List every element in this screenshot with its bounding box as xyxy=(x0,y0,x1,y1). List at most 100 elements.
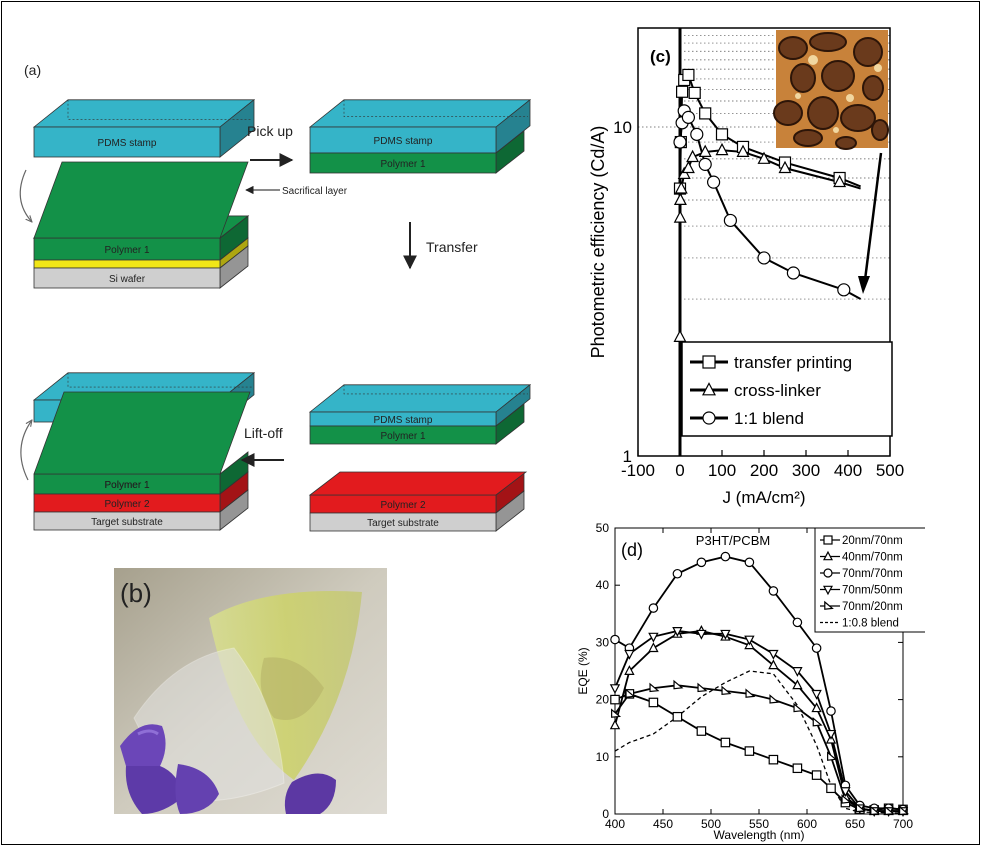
d-point-4 xyxy=(793,702,804,713)
d-point-4 xyxy=(611,708,622,718)
d-y-axis-label: EQE (%) xyxy=(576,647,590,694)
curved-arrow-down xyxy=(19,169,32,222)
c-y-axis-label: Photometric efficiency (Cd/A) xyxy=(588,126,608,359)
d-point-4 xyxy=(827,751,838,761)
polymer1-a3: Polymer 1 xyxy=(309,403,525,445)
d-x-axis-label: Wavelength (nm) xyxy=(714,828,805,842)
d-point-1 xyxy=(624,665,635,675)
d-point-1 xyxy=(609,719,621,730)
c-panel-label: (c) xyxy=(650,47,671,66)
d-point-4 xyxy=(884,805,895,816)
c-point-2 xyxy=(786,266,800,280)
d-series-line-1 xyxy=(614,630,903,813)
d-point-0 xyxy=(811,770,822,780)
stamp-a2: PDMS stamp xyxy=(308,98,532,154)
d-point-3 xyxy=(811,689,822,700)
panel-a-schematic: (a) PDMS stamp Polymer 1 Si wafer PDMS stam… xyxy=(19,62,532,532)
d-point-2 xyxy=(696,557,707,568)
c-point-1 xyxy=(778,160,792,174)
d-point-4 xyxy=(841,794,852,804)
d-point-0 xyxy=(826,783,836,794)
c-x-tick-label: 400 xyxy=(834,461,862,480)
curved-arrow-up xyxy=(20,420,32,481)
chart-d: 400 450 500 550 600 650 700 0 10 20 30 40 50 (d) P3HT/… xyxy=(576,521,925,842)
polymer1-top-a4 xyxy=(33,391,251,475)
d-point-1 xyxy=(792,679,803,690)
d-point-4 xyxy=(769,694,780,704)
d-y-tick-label: 20 xyxy=(596,693,610,707)
c-point-1 xyxy=(833,174,847,188)
d-legend-label-1: 40nm/70nm xyxy=(842,552,903,564)
c-point-2 xyxy=(673,135,687,149)
d-series-line-2 xyxy=(614,555,904,811)
d-point-0 xyxy=(744,746,755,756)
polymer2-a4: Polymer 2 xyxy=(33,471,249,513)
d-x-tick-label: 700 xyxy=(893,817,913,831)
lift-off-label: Lift-off xyxy=(244,425,283,441)
d-legend: 20nm/70nm 40nm/70nm 70nm/70nm 70nm/50nm 70nm… xyxy=(814,527,925,633)
d-point-4 xyxy=(745,688,756,698)
c-point-2 xyxy=(723,213,737,228)
d-point-3 xyxy=(609,684,621,695)
d-y-tick-label: 40 xyxy=(596,578,610,592)
polymer2-a4-label: Polymer 2 xyxy=(104,499,149,510)
c-point-1 xyxy=(673,329,687,343)
c-x-tick-label: 300 xyxy=(792,461,820,480)
panel-b-label: (b) xyxy=(120,578,152,608)
c-point-1 xyxy=(736,144,750,157)
d-x-tick-label: 500 xyxy=(701,817,721,831)
chart-c: (c) transfer printing cross-linker 1:1 blen… xyxy=(588,27,904,507)
d-point-2 xyxy=(792,617,803,628)
panel-b-photo: (b) xyxy=(114,568,387,814)
d-point-4 xyxy=(673,679,684,690)
d-point-0 xyxy=(696,726,707,736)
c-point-1 xyxy=(673,210,687,223)
d-point-3 xyxy=(672,626,683,637)
d-point-3 xyxy=(624,649,635,660)
c-x-axis-label: J (mA/cm²) xyxy=(722,488,805,507)
d-point-1 xyxy=(648,642,659,653)
c-legend-marker-1 xyxy=(702,382,716,396)
c-point-1 xyxy=(686,149,700,163)
c-point-2 xyxy=(698,157,712,171)
d-point-1 xyxy=(811,702,822,713)
d-series-line-0 xyxy=(614,692,904,811)
d-legend-marker-3 xyxy=(823,585,833,596)
si-wafer-a1: Si wafer xyxy=(33,245,249,289)
d-x-tick-label: 650 xyxy=(845,817,865,831)
c-legend-label-1: cross-linker xyxy=(734,381,821,400)
c-x-tick-label: -100 xyxy=(621,461,655,480)
polymer1-a3-label: Polymer 1 xyxy=(380,431,425,442)
c-point-0 xyxy=(688,86,701,99)
d-point-3 xyxy=(744,635,755,646)
c-point-1 xyxy=(681,160,695,174)
d-point-2 xyxy=(672,568,683,579)
d-point-3 xyxy=(648,632,659,643)
d-point-2 xyxy=(768,586,779,596)
d-point-3 xyxy=(840,787,851,798)
d-legend-marker-4 xyxy=(824,600,834,610)
polymer1-a2: Polymer 1 xyxy=(309,130,525,174)
target-a4: Target substrate xyxy=(33,489,249,531)
c-point-1 xyxy=(673,192,687,206)
c-annotation-arrow xyxy=(858,152,883,294)
polymer2-top-a3 xyxy=(308,471,528,496)
c-point-1 xyxy=(715,142,729,156)
d-point-3 xyxy=(792,667,803,677)
polymer1-a4-label2: Polymer 1 xyxy=(104,480,149,491)
c-afm-inset-image xyxy=(773,30,889,150)
c-point-1 xyxy=(698,144,712,157)
d-point-0 xyxy=(648,697,659,708)
stamp-a1-label: PDMS stamp xyxy=(98,138,157,149)
d-series-line-5 xyxy=(614,670,903,814)
c-legend-label-2: 1:1 blend xyxy=(734,409,804,428)
d-point-0 xyxy=(672,711,683,722)
c-point-2 xyxy=(757,251,771,265)
d-y-tick-label: 30 xyxy=(596,635,610,649)
d-point-2 xyxy=(610,634,620,645)
polymer2-a3-label: Polymer 2 xyxy=(380,500,425,511)
d-series-line-3 xyxy=(614,630,903,813)
d-point-1 xyxy=(768,659,779,670)
c-point-2 xyxy=(681,110,696,124)
d-point-2 xyxy=(744,557,755,568)
